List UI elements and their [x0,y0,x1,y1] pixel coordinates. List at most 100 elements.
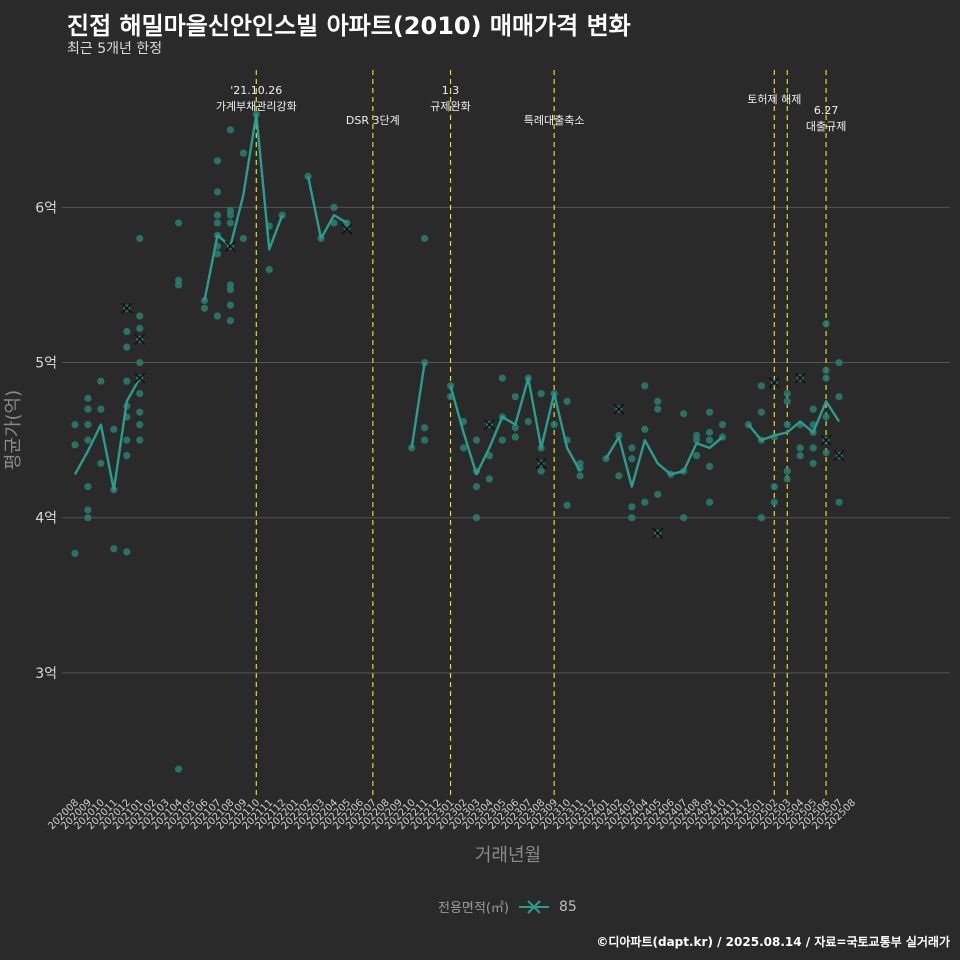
transaction-point [511,393,519,401]
transaction-point [770,498,778,506]
series-line-85 [449,376,582,476]
series-line-85 [203,113,284,301]
y-tick-label: 4억 [35,511,57,527]
transaction-point [84,421,92,429]
transaction-point [835,393,843,401]
transaction-point [239,149,247,157]
transaction-point [822,366,830,374]
transaction-point [757,408,765,416]
event-label: DSR 3단계 [346,114,400,127]
transaction-point [84,436,92,444]
transaction-point [511,424,519,432]
transaction-point [822,320,830,328]
legend-key-icon [518,899,549,914]
event-label: 6.27 [814,104,839,117]
transaction-point [213,312,222,320]
transaction-point [524,417,532,426]
event-label: 가계부채관리강화 [216,100,297,113]
average-line [73,113,841,491]
x-marker [134,372,146,384]
transaction-point [459,444,468,452]
transaction-point [136,358,144,367]
transaction-point [239,234,247,243]
transaction-point [628,514,636,522]
transaction-point [835,358,843,367]
transaction-point [472,483,481,491]
transaction-point [693,431,701,440]
transaction-point [770,483,778,491]
transaction-point [628,503,636,511]
x-marker [483,419,495,431]
transaction-point [421,234,429,243]
transaction-point [809,459,817,468]
x-marker-stroke [121,302,133,314]
transaction-point [175,219,183,227]
transaction-point [783,389,791,398]
transaction-point [97,377,105,385]
transaction-point [330,219,338,227]
x-marker [341,223,353,235]
transaction-point [835,498,843,506]
x-marker [768,377,780,389]
transaction-point [809,405,817,413]
transaction-point [822,413,830,421]
x-marker-stroke [652,527,664,539]
transaction-point [136,408,144,416]
y-tick-labels: 3억 4억 5억 6억 [35,200,57,681]
source-caption: ©디아파트(dapt.kr) / 2025.08.14 / 자료=국토교통부 실… [596,935,950,949]
transaction-point [226,281,234,289]
transaction-point [175,276,183,284]
transaction-point [136,234,144,243]
x-marker-stroke [794,372,806,384]
legend-title: 전용면적(㎡) [438,901,509,916]
transaction-point [485,475,493,483]
x-marker [833,450,845,462]
transaction-point [783,467,791,475]
transaction-point [110,425,118,433]
transaction-point [654,490,662,499]
transaction-point [537,467,545,475]
transaction-point [705,436,714,444]
transaction-point [796,444,804,452]
transaction-point [576,472,584,480]
transaction-point [822,374,830,382]
transaction-point [123,377,131,385]
transaction-point [84,506,92,514]
x-marker [794,372,806,384]
transaction-point [213,188,222,196]
transaction-point [213,211,222,219]
transaction-point [110,545,118,553]
series-line-85 [306,176,348,240]
x-marker-stroke [134,372,146,384]
transaction-point [84,394,92,402]
transaction-point [757,514,765,522]
transaction-point [71,421,79,429]
transaction-point [226,219,234,227]
transaction-point [680,410,688,418]
transaction-point [123,343,131,351]
transaction-point [563,501,571,509]
x-marker-stroke [833,450,845,462]
x-marker-stroke [483,419,495,431]
transaction-point [705,408,714,416]
x-marker-stroke [224,240,236,252]
transaction-point [97,405,105,413]
y-tick-label: 3억 [35,666,57,682]
transaction-point [693,452,701,460]
transaction-point [213,219,222,227]
x-marker-stroke [613,403,625,415]
transaction-point [472,514,481,522]
transaction-point [71,549,79,558]
transaction-point [809,444,817,452]
legend: 전용면적(㎡) 85 [438,897,577,917]
series-line-85 [604,435,724,488]
transaction-point [628,444,636,452]
transaction-point [783,397,791,405]
transaction-point [213,157,222,165]
transaction-point [84,405,92,413]
transaction-point [136,421,144,429]
transaction-points [71,110,843,773]
transaction-point [576,459,584,468]
